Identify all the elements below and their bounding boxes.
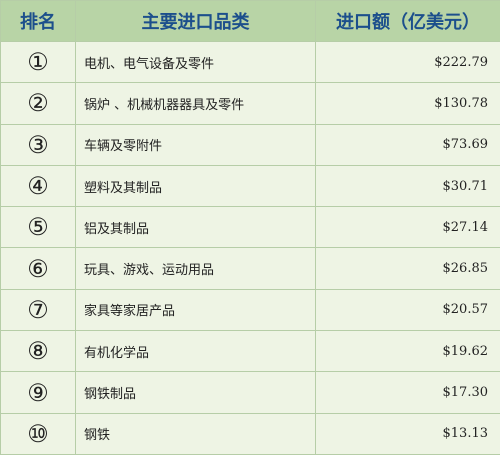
- table-row: ⑨ 钢铁制品 $17.30: [0, 371, 500, 414]
- rank-badge: ⑧: [0, 330, 76, 373]
- category-name: 家具等家居产品: [75, 288, 316, 332]
- rank-badge: ②: [0, 82, 76, 125]
- rank-badge: ⑥: [0, 247, 76, 290]
- header-rank: 排名: [0, 0, 76, 42]
- header-category: 主要进口品类: [75, 0, 316, 42]
- import-value: $13.13: [315, 412, 500, 455]
- rank-badge: ⑦: [0, 288, 76, 332]
- table-row: ⑤ 铝及其制品 $27.14: [0, 206, 500, 249]
- header-value: 进口额（亿美元）: [315, 0, 500, 42]
- rank-badge: ④: [0, 164, 76, 208]
- table-row: ⑦ 家具等家居产品 $20.57: [0, 288, 500, 332]
- table-row: ① 电机、电气设备及零件 $222.79: [0, 40, 500, 84]
- table-row: ⑥ 玩具、游戏、运动用品 $26.85: [0, 247, 500, 290]
- category-name: 车辆及零附件: [75, 123, 316, 166]
- category-name: 电机、电气设备及零件: [75, 40, 316, 84]
- category-name: 钢铁制品: [75, 371, 316, 414]
- import-value: $17.30: [315, 371, 500, 414]
- table-row: ⑩ 钢铁 $13.13: [0, 412, 500, 455]
- import-value: $20.57: [315, 288, 500, 332]
- import-value: $27.14: [315, 206, 500, 249]
- import-value: $222.79: [315, 40, 500, 84]
- rank-badge: ①: [0, 40, 76, 84]
- header-row: 排名 主要进口品类 进口额（亿美元）: [0, 0, 500, 42]
- category-name: 锅炉 、机械机器器具及零件: [75, 82, 316, 125]
- import-value: $130.78: [315, 82, 500, 125]
- import-value: $73.69: [315, 123, 500, 166]
- import-value: $30.71: [315, 164, 500, 208]
- category-name: 有机化学品: [75, 330, 316, 373]
- category-name: 玩具、游戏、运动用品: [75, 247, 316, 290]
- rank-badge: ③: [0, 123, 76, 166]
- rank-badge: ⑨: [0, 371, 76, 414]
- category-name: 塑料及其制品: [75, 164, 316, 208]
- import-value: $26.85: [315, 247, 500, 290]
- table-row: ⑧ 有机化学品 $19.62: [0, 330, 500, 373]
- table-row: ③ 车辆及零附件 $73.69: [0, 123, 500, 166]
- import-value: $19.62: [315, 330, 500, 373]
- rank-badge: ⑤: [0, 206, 76, 249]
- category-name: 铝及其制品: [75, 206, 316, 249]
- table-row: ④ 塑料及其制品 $30.71: [0, 164, 500, 208]
- table-row: ② 锅炉 、机械机器器具及零件 $130.78: [0, 82, 500, 125]
- category-name: 钢铁: [75, 412, 316, 455]
- rank-badge: ⑩: [0, 412, 76, 455]
